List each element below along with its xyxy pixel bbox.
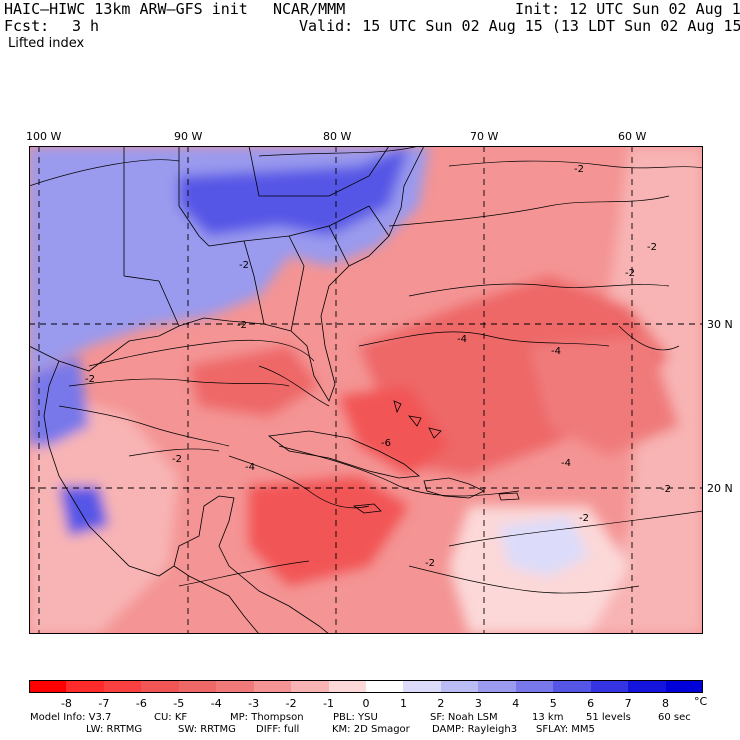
colorbar-tick-label: 1: [399, 697, 407, 710]
mexico-stable-zone: [59, 486, 109, 536]
contour-label: -2: [625, 268, 635, 279]
colorbar-tick-label: 5: [549, 697, 557, 710]
colorbar-swatch: [216, 680, 255, 693]
surface-layer-option: SFLAY: MM5: [536, 724, 595, 735]
contour-label: -4: [561, 458, 571, 469]
colorbar-swatch: [665, 680, 704, 693]
microphysics-scheme: MP: Thompson: [230, 712, 304, 723]
us-strong-stable-zone: [179, 146, 409, 236]
colorbar-swatch: [253, 680, 292, 693]
colorbar-tick-label: -1: [323, 697, 335, 710]
colorbar-tick-label: 2: [437, 697, 445, 710]
contour-lines: [29, 146, 703, 594]
colorbar: [29, 680, 704, 693]
colorbar-tick-label: -5: [173, 697, 185, 710]
colorbar-tick-label: -4: [210, 697, 222, 710]
pbl-scheme: PBL: YSU: [333, 712, 378, 723]
colorbar-swatch: [440, 680, 479, 693]
forecast-label: Fcst:: [4, 17, 50, 35]
colorbar-swatch: [590, 680, 629, 693]
colorbar-swatch: [103, 680, 142, 693]
field-name: Lifted index: [8, 36, 85, 51]
colorbar-swatch: [553, 680, 592, 693]
colorbar-tick-label: 6: [587, 697, 595, 710]
cumulus-scheme: CU: KF: [154, 712, 188, 723]
lon-label-90w: 90 W: [174, 130, 203, 143]
lat-label-30n: 30 N: [707, 318, 733, 331]
gulf-unstable-zone: [189, 346, 319, 416]
coastlines: [29, 146, 520, 634]
lat-lon-grid: [29, 146, 703, 634]
lon-label-100w: 100 W: [26, 130, 62, 143]
colorbar-swatch: [366, 680, 404, 693]
model-title: HAIC–HIWC 13km ARW–GFS init: [4, 0, 248, 18]
colorbar-unit: °C: [694, 695, 708, 708]
central-atlantic-zone: [529, 336, 679, 456]
model-info: Model Info: V3.7: [30, 712, 112, 723]
colorbar-swatch: [328, 680, 367, 693]
valid-time: Valid: 15 UTC Sun 02 Aug 15 (13 LDT Sun …: [299, 17, 740, 35]
bahamas-unstable-zone: [339, 386, 449, 476]
time-step: 60 sec: [658, 712, 691, 723]
caribbean-positive-zone: [499, 516, 589, 576]
colorbar-tick-label: -2: [285, 697, 297, 710]
grid-spacing: 13 km: [532, 712, 564, 723]
colorbar-swatch: [478, 680, 517, 693]
caribbean-unstable-zone: [249, 476, 409, 586]
contour-label: -4: [551, 346, 561, 357]
colorbar-tick-label: 0: [362, 697, 370, 710]
contour-label: -2: [574, 164, 584, 175]
colorbar-border: [29, 680, 703, 693]
atlantic-unstable-zone: [359, 276, 669, 476]
contour-label: -2: [661, 484, 671, 495]
contour-label: -2: [237, 320, 247, 331]
lifted-index-map: -2 -2 -2 -2 -2 -4 -4 -4 -4 -2 -2 -2 -2 -…: [29, 146, 703, 634]
colorbar-tick-label: 3: [474, 697, 482, 710]
surface-scheme: SF: Noah LSM: [430, 712, 498, 723]
contour-label: -4: [457, 334, 467, 345]
colorbar-tick-label: -6: [135, 697, 147, 710]
init-time: Init: 12 UTC Sun 02 Aug 15: [515, 0, 740, 18]
contour-label: -2: [425, 558, 435, 569]
vertical-levels: 51 levels: [586, 712, 631, 723]
forecast-hour: 3 h: [72, 17, 100, 35]
km-option: KM: 2D Smagor: [332, 724, 410, 735]
colorbar-tick-label: -8: [60, 697, 72, 710]
colorbar-swatch: [628, 680, 667, 693]
colorbar-swatch: [178, 680, 217, 693]
longwave-scheme: LW: RRTMG: [86, 724, 143, 735]
colorbar-tick-label: -3: [248, 697, 260, 710]
colorbar-swatch: [403, 680, 442, 693]
contour-label: -6: [381, 438, 391, 449]
contour-label: -2: [85, 374, 95, 385]
map-frame: [29, 146, 703, 634]
colorbar-swatch: [515, 680, 554, 693]
organization: NCAR/MMM: [273, 0, 346, 18]
lon-label-60w: 60 W: [618, 130, 647, 143]
colorbar-swatch: [29, 680, 67, 693]
lon-label-70w: 70 W: [470, 130, 499, 143]
contour-label: -4: [245, 462, 255, 473]
colorbar-swatch: [66, 680, 105, 693]
colorbar-swatch: [291, 680, 330, 693]
colorbar-swatch: [141, 680, 180, 693]
damping-option: DAMP: Rayleigh3: [432, 724, 518, 735]
lat-label-20n: 20 N: [707, 482, 733, 495]
colorbar-tick-label: 8: [662, 697, 670, 710]
contour-label: -2: [579, 513, 589, 524]
contour-label: -2: [172, 454, 182, 465]
colorbar-tick-label: 7: [624, 697, 632, 710]
diffusion-option: DIFF: full: [256, 724, 300, 735]
lon-label-80w: 80 W: [323, 130, 352, 143]
contour-label: -2: [647, 242, 657, 253]
colorbar-tick-label: -7: [98, 697, 110, 710]
shortwave-scheme: SW: RRTMG: [178, 724, 236, 735]
colorbar-tick-label: 4: [512, 697, 520, 710]
contour-label: -2: [239, 260, 249, 271]
texas-stable-zone: [29, 356, 89, 446]
